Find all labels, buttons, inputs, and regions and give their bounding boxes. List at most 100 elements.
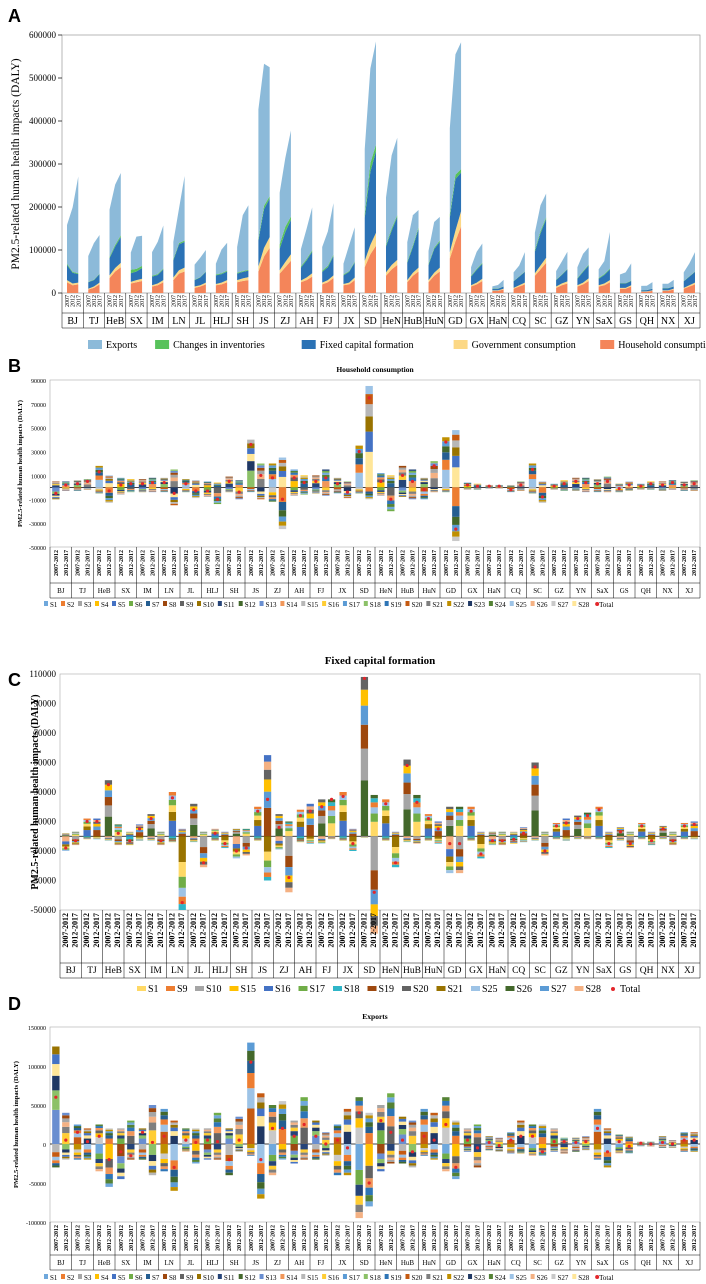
- legend-swatch: [166, 986, 175, 991]
- bar-segment-negative: [403, 838, 411, 840]
- legend-swatch: [112, 1274, 116, 1279]
- bar-segment-positive: [127, 1135, 135, 1144]
- period-tick-label: 2007-2012: [509, 550, 515, 576]
- period-tick-label: 2007-2012: [552, 550, 558, 576]
- bar-segment-positive: [538, 485, 547, 488]
- total-marker: [345, 490, 350, 494]
- bar-segment-positive: [467, 815, 475, 821]
- legend-label: Exports: [106, 340, 137, 351]
- bar-segment-positive: [135, 825, 144, 827]
- bar-segment-negative: [343, 493, 352, 495]
- bar-segment-negative: [658, 487, 667, 489]
- bar-segment-negative: [52, 487, 60, 492]
- area-exports: [88, 234, 100, 282]
- bar-segment-positive: [574, 824, 582, 830]
- total-marker: [119, 1150, 123, 1154]
- bar-segment-positive: [213, 1118, 222, 1123]
- bar-segment-negative: [339, 836, 347, 838]
- year-tick-label: 2012: [347, 295, 353, 307]
- bar-segment-negative: [148, 1161, 157, 1166]
- area-exports: [428, 216, 440, 264]
- bar-segment-negative: [430, 1158, 438, 1160]
- bar-segment-positive: [190, 818, 198, 825]
- bar-segment-negative: [498, 843, 506, 845]
- period-tick-label: 2012-2017: [302, 550, 308, 576]
- period-tick-label: 2007-2012: [317, 913, 326, 948]
- area-government-consumption: [449, 211, 462, 259]
- bar-segment-positive: [430, 468, 438, 473]
- year-tick-label: 2017: [98, 295, 104, 307]
- year-tick-label: 2007: [278, 295, 284, 307]
- bar-segment-negative: [517, 1152, 525, 1154]
- bar-segment-negative: [127, 1144, 135, 1150]
- bar-segment-negative: [403, 841, 411, 842]
- bar-segment-positive: [398, 1124, 407, 1129]
- bar-segment-negative: [452, 536, 460, 542]
- total-marker: [277, 825, 281, 830]
- bar-segment-positive: [463, 1129, 472, 1132]
- bar-segment-positive: [126, 833, 134, 835]
- bar-segment-negative: [615, 1147, 623, 1150]
- y-tick-label: 50000: [34, 758, 57, 768]
- bar-segment-negative: [213, 1154, 222, 1157]
- bar-segment-negative: [192, 1154, 200, 1158]
- bar-segment-negative: [690, 1150, 698, 1152]
- category-label: XJ: [685, 587, 693, 595]
- bar-segment-positive: [531, 795, 539, 811]
- bar-segment-negative: [318, 838, 326, 841]
- year-tick-label: 2017: [502, 295, 508, 307]
- period-tick-label: 2007-2012: [617, 550, 623, 576]
- bar-segment-positive: [213, 1122, 222, 1127]
- bar-segment-negative: [603, 490, 612, 492]
- area-household-consumption: [619, 286, 632, 293]
- bar-segment-negative: [391, 847, 400, 854]
- bar-segment-negative: [95, 1163, 103, 1167]
- bar-segment-negative: [343, 487, 352, 492]
- bar-segment-positive: [232, 831, 241, 833]
- bar-segment-negative: [370, 836, 378, 871]
- bar-segment-negative: [582, 1146, 590, 1148]
- bar-segment-positive: [528, 463, 537, 466]
- bar-segment-positive: [408, 1127, 417, 1132]
- period-tick-label: 2012-2017: [194, 550, 200, 576]
- bar-segment-positive: [690, 1135, 698, 1138]
- total-marker: [509, 488, 513, 492]
- category-label: HuN: [422, 587, 436, 595]
- bar-segment-positive: [192, 1135, 200, 1139]
- year-tick-label: 2012: [92, 295, 98, 307]
- period-tick-label: 2007-2012: [509, 1225, 515, 1251]
- bar-segment-positive: [182, 1129, 190, 1132]
- total-marker: [379, 1119, 383, 1123]
- bar-segment-negative: [408, 1163, 417, 1166]
- legend-swatch: [61, 1274, 65, 1279]
- period-tick-label: 2012-2017: [107, 550, 113, 576]
- bar-segment-negative: [495, 1146, 503, 1149]
- bar-segment-positive: [638, 826, 646, 829]
- bar-segment-positive: [306, 803, 314, 807]
- total-marker: [530, 467, 535, 472]
- bar-segment-positive: [160, 1108, 168, 1112]
- bar-segment-negative: [430, 1152, 438, 1155]
- period-tick-label: 2012-2017: [150, 550, 156, 576]
- bar-segment-positive: [322, 472, 330, 475]
- bar-segment-positive: [290, 469, 298, 471]
- bar-segment-positive: [507, 1133, 515, 1135]
- bar-segment-negative: [306, 836, 314, 839]
- period-tick-label: 2007-2012: [682, 550, 688, 576]
- bar-segment-negative: [430, 1144, 438, 1150]
- bar-segment-positive: [71, 833, 80, 835]
- bar-segment-positive: [290, 1124, 298, 1128]
- total-marker: [584, 480, 588, 485]
- category-label: JL: [194, 966, 204, 976]
- period-tick-label: 2007-2012: [445, 913, 454, 948]
- bar-segment-positive: [387, 479, 395, 481]
- bar-segment-negative: [127, 1158, 135, 1160]
- legend-swatch: [402, 986, 411, 991]
- bar-segment-negative: [285, 887, 293, 893]
- bar-segment-negative: [377, 1159, 385, 1164]
- category-label: JL: [187, 1259, 194, 1267]
- bar-segment-positive: [170, 1127, 178, 1132]
- bar-segment-negative: [528, 1150, 537, 1153]
- bar-segment-positive: [296, 826, 305, 837]
- bar-segment-negative: [538, 501, 547, 503]
